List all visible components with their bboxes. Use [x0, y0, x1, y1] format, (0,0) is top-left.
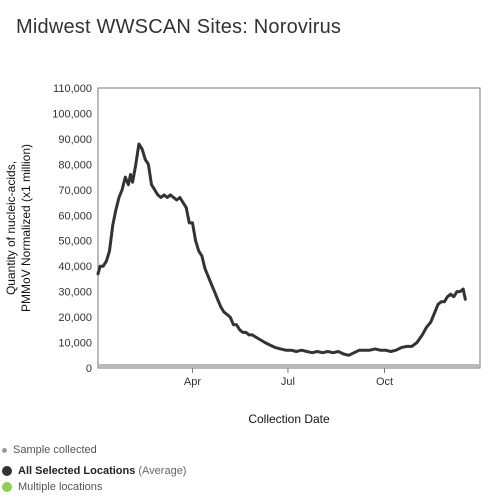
selected-dot-icon	[2, 466, 12, 476]
y-axis-title-line-1: Quantity of nucleic-acids,	[4, 161, 18, 295]
y-tick-label: 90,000	[58, 134, 92, 146]
line-chart: 0 10,000 20,000 30,000 40,000 50,000 60,000 70,…	[4, 83, 481, 426]
plot-frame	[97, 87, 481, 369]
y-tick-label: 110,000	[53, 83, 92, 95]
y-tick-label: 100,000	[52, 108, 92, 120]
y-tick-label: 60,000	[58, 210, 92, 222]
x-axis-ticks: Apr Jul Oct	[184, 368, 393, 388]
sample-dot-icon	[2, 447, 7, 453]
x-tick-label: Oct	[376, 376, 393, 388]
sample-collected-markers	[99, 364, 479, 368]
x-axis-title: Collection Date	[248, 412, 330, 426]
legend-selected-suffix: (Average)	[138, 465, 187, 477]
series-line-all-selected[interactable]	[96, 142, 467, 357]
multiple-dot-icon	[2, 482, 12, 492]
page-title: Midwest WWSCAN Sites: Norovirus	[16, 16, 342, 38]
y-tick-label: 80,000	[58, 159, 92, 171]
legend-multiple-locations[interactable]: Multiple locations	[2, 481, 102, 493]
y-tick-label: 20,000	[58, 312, 92, 324]
y-tick-label: 50,000	[58, 236, 92, 248]
y-tick-label: 10,000	[58, 338, 92, 350]
legend-sample-label: Sample collected	[13, 444, 97, 456]
legend-all-selected[interactable]: All Selected Locations (Average)	[2, 465, 186, 477]
y-axis-title-line-2: PMMoV Normalized (x1 million)	[19, 144, 33, 312]
legend-selected-label: All Selected Locations	[18, 465, 136, 477]
legend-sample-collected: Sample collected	[2, 444, 97, 456]
x-tick-label: Jul	[281, 376, 295, 388]
legend-multiple-label: Multiple locations	[18, 481, 103, 493]
y-tick-label: 0	[86, 363, 92, 375]
sample-collected-band	[99, 364, 479, 368]
y-tick-label: 40,000	[58, 261, 92, 273]
x-tick-label: Apr	[184, 376, 201, 388]
y-tick-label: 70,000	[58, 185, 92, 197]
y-tick-label: 30,000	[58, 287, 92, 299]
y-axis-ticks: 0 10,000 20,000 30,000 40,000 50,000 60,000 70,…	[52, 83, 92, 375]
